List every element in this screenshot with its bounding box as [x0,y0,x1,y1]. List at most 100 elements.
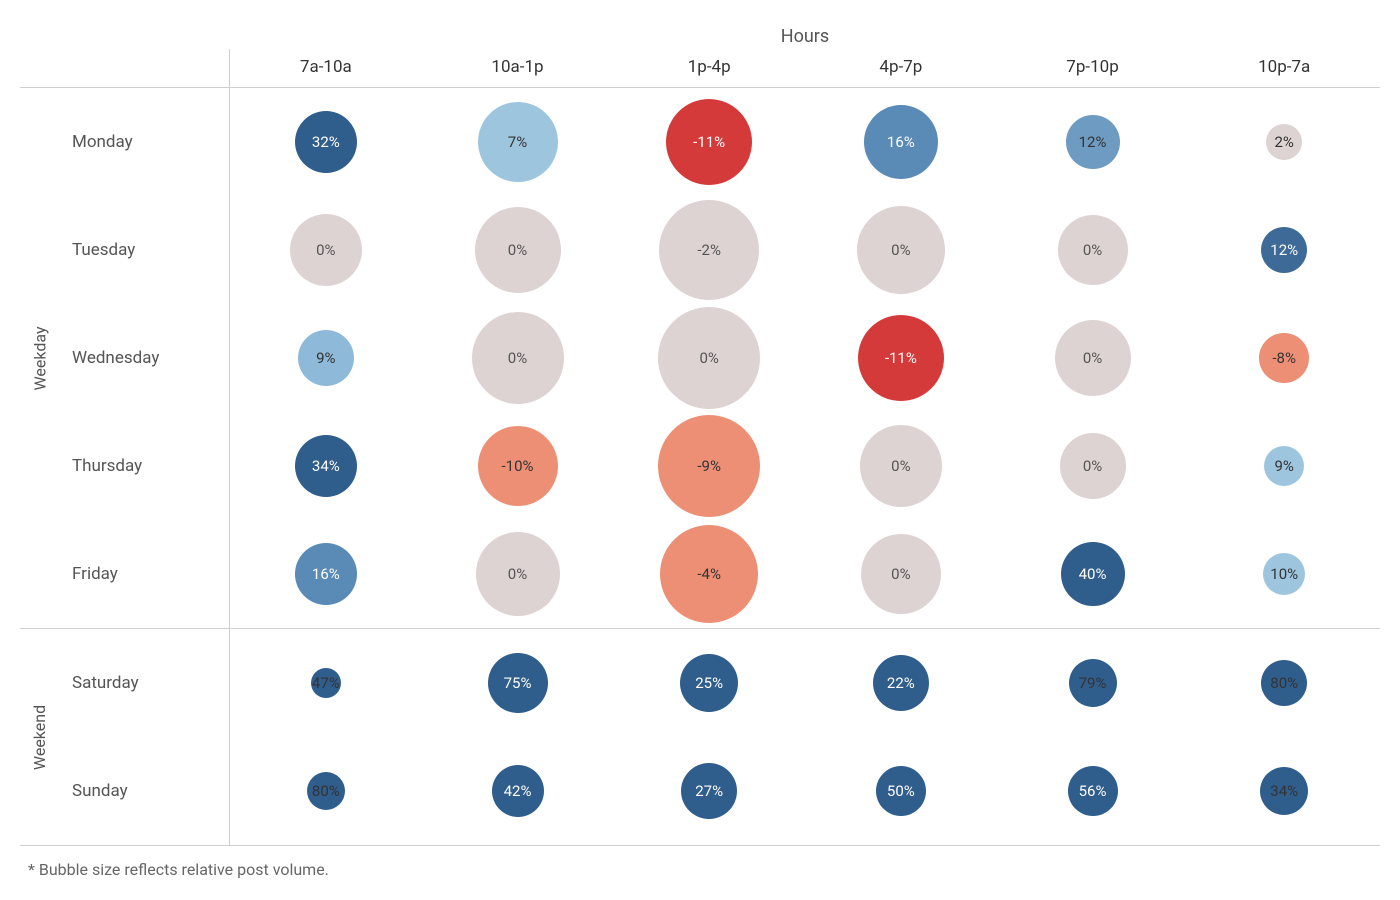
bubble-cell: 34% [1188,737,1380,845]
bubble-value: 0% [508,241,527,259]
header-spacer [20,49,230,87]
bubble-cell: 0% [230,196,422,304]
column-header: 7a-10a [230,49,422,87]
bubble-cell: 56% [997,737,1189,845]
bubble-cell: 22% [805,629,997,737]
bubble-cell: 0% [997,412,1189,520]
bubble-cell: 0% [805,520,997,628]
bubble-value: 42% [504,782,532,800]
bubble-value: 0% [1083,349,1102,367]
bubble-cell: -11% [805,304,997,412]
row-cells: 9% 0% 0% -11% 0% -8% [230,304,1380,412]
bubble-cell: 27% [613,737,805,845]
bubble-value: 22% [887,674,915,692]
bubble-value: -2% [697,241,721,259]
data-row: Tuesday 0% 0% -2% 0% 0% 12% [60,196,1380,304]
bubble-value: -11% [693,133,725,151]
section-label-wrap: Weekend [20,629,60,845]
bubble-value: 9% [1274,457,1293,475]
bubble-value: 0% [699,349,718,367]
bubble-cell: 9% [1188,412,1380,520]
title-spacer [20,20,230,49]
row-label: Wednesday [60,304,230,412]
hours-axis-title: Hours [230,20,1380,49]
bubble-value: 34% [1270,782,1298,800]
bubble-cell: 34% [230,412,422,520]
bubble-cell: 0% [997,196,1189,304]
bubble-value: 2% [1274,133,1293,151]
data-row: Saturday 47% 75% 25% 22% 79% 80% [60,629,1380,737]
data-row: Monday32% 7% -11% 16% 12% 2% [60,88,1380,196]
section-label: Weekend [31,704,50,769]
row-label: Sunday [60,737,230,845]
bubble-value: 75% [504,674,532,692]
row-cells: 47% 75% 25% 22% 79% 80% [230,629,1380,737]
column-header: 1p-4p [613,49,805,87]
bubble-cell: -10% [422,412,614,520]
bubble-cell: 0% [422,520,614,628]
bubble-value: 7% [508,133,527,151]
bubble-cell: 32% [230,88,422,196]
bubble-cell: 7% [422,88,614,196]
bubble-cell: 42% [422,737,614,845]
bubble-value: 27% [695,782,723,800]
bubble-value: -8% [1272,349,1296,367]
bubble-cell: 80% [230,737,422,845]
row-cells: 34%-10%-9%0%0%9% [230,412,1380,520]
bubble-cell: -2% [613,196,805,304]
bubble-cell: 12% [997,88,1189,196]
bubble-cell: -4% [613,520,805,628]
row-cells: 0% 0% -2% 0% 0% 12% [230,196,1380,304]
bubble-value: 34% [312,457,340,475]
bubble-value: 0% [316,241,335,259]
bubble-cell: 9% [230,304,422,412]
bubble-value: 25% [695,674,723,692]
bubble-value: 16% [312,565,340,583]
bubble-cell: 75% [422,629,614,737]
chart-body: WeekdayMonday32%7%-11%16%12%2%Tuesday0%0… [20,88,1380,846]
bubble-value: 80% [312,782,340,800]
bubble-value: 16% [887,133,915,151]
bubble-cell: 0% [805,196,997,304]
row-label: Monday [60,88,230,196]
bubble-cell: 16% [805,88,997,196]
bubble-cell: 2% [1188,88,1380,196]
bubble-value: 9% [316,349,335,367]
bubble-cell: 40% [997,520,1189,628]
data-row: Sunday 80% 42% 27% 50% 56% 34% [60,737,1380,845]
bubble-value: 0% [891,241,910,259]
section-rows: Saturday 47% 75% 25% 22% 79% 80% Sunday 80% 42% 27… [60,629,1380,845]
row-cells: 16% 0%-4%0% 40% 10% [230,520,1380,628]
bubble-cell: 0% [422,304,614,412]
bubble-value: 0% [1083,241,1102,259]
bubble-value: 50% [887,782,915,800]
column-header: 10p-7a [1188,49,1380,87]
bubble-value: 12% [1079,133,1107,151]
column-header: 7p-10p [997,49,1189,87]
section: Weekend Saturday 47% 75% 25% 22% 79% 80% Sunday 8… [20,629,1380,846]
row-label: Saturday [60,629,230,737]
bubble-value: -10% [502,457,534,475]
column-header: 4p-7p [805,49,997,87]
row-label: Tuesday [60,196,230,304]
bubble-cell: 50% [805,737,997,845]
bubble-value: -11% [885,349,917,367]
bubble-cell: 12% [1188,196,1380,304]
column-header-row: 7a-10a10a-1p1p-4p4p-7p7p-10p10p-7a [20,49,1380,88]
bubble-value: 10% [1270,565,1298,583]
bubble-value: 47% [312,674,340,692]
bubble-value: -9% [697,457,721,475]
bubble-cell: 10% [1188,520,1380,628]
data-row: Wednesday 9% 0% 0% -11% 0% -8% [60,304,1380,412]
bubble-matrix-chart: Hours 7a-10a10a-1p1p-4p4p-7p7p-10p10p-7a… [20,20,1380,879]
bubble-cell: -11% [613,88,805,196]
data-row: Friday16%0%-4%0%40%10% [60,520,1380,628]
bubble-value: 79% [1079,674,1107,692]
bubble-value: 40% [1079,565,1107,583]
section-label: Weekday [31,326,50,390]
column-header: 10a-1p [422,49,614,87]
bubble-cell: 0% [422,196,614,304]
bubble-cell: 16% [230,520,422,628]
section-rows: Monday32%7%-11%16%12%2%Tuesday0%0%-2%0%0… [60,88,1380,628]
bubble-value: 80% [1270,674,1298,692]
